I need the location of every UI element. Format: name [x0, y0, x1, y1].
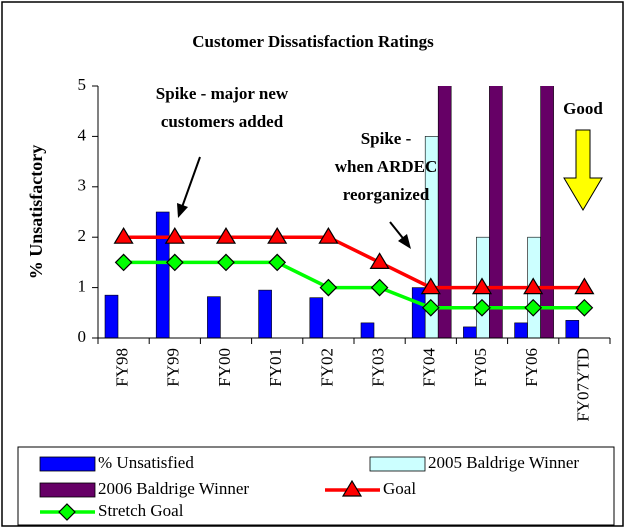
bar: [411, 287, 426, 339]
x-tick-label: FY06: [522, 348, 541, 387]
diamond-marker: [268, 253, 287, 272]
diamond-marker: [575, 298, 594, 317]
diamond-marker: [114, 253, 133, 272]
bar: [514, 322, 528, 339]
bar: [309, 297, 324, 339]
x-tick-label: FY03: [369, 348, 388, 387]
x-tick-label: FY99: [164, 348, 183, 387]
legend-label: 2006 Baldrige Winner: [98, 479, 249, 498]
annotation-arrow: [180, 156, 201, 211]
triangle-marker: [574, 277, 595, 295]
triangle-marker: [164, 227, 185, 244]
x-tick-label: FY98: [113, 348, 132, 387]
triangle-marker: [471, 277, 493, 295]
y-tick-label: 1: [78, 277, 87, 296]
legend-box: [17, 446, 615, 526]
x-tick-label: FY02: [317, 348, 336, 387]
diamond-marker: [421, 298, 440, 317]
diamond-marker: [217, 253, 235, 272]
legend-swatch: [369, 456, 426, 472]
diamond-marker: [165, 253, 184, 272]
triangle-marker: [341, 479, 363, 497]
x-tick-label: FY05: [471, 348, 490, 387]
bar: [258, 289, 272, 339]
x-tick-label: FY04: [420, 348, 439, 387]
line-series: [123, 235, 585, 290]
y-tick-label: 0: [78, 327, 87, 346]
y-tick-label: 2: [78, 226, 87, 245]
annotation: reorganized: [343, 185, 430, 204]
triangle-marker: [267, 227, 288, 244]
annotation-arrowhead: [398, 234, 411, 249]
y-axis-label: % Unsatisfactory: [26, 145, 46, 279]
legend-label: 2005 Baldrige Winner: [428, 453, 579, 472]
triangle-marker: [369, 252, 390, 269]
triangle-marker: [420, 277, 441, 295]
bar: [155, 211, 170, 339]
bar: [360, 322, 375, 339]
x-tick-label: FY07YTD: [573, 348, 592, 422]
annotation-arrowhead: [177, 203, 188, 218]
diamond-marker: [370, 278, 389, 297]
y-tick-label: 4: [78, 125, 87, 144]
diamond-marker: [524, 298, 543, 317]
legend-label: Goal: [383, 479, 416, 498]
annotation: when ARDEC: [335, 157, 438, 176]
y-tick-label: 5: [78, 75, 87, 94]
bar: [463, 326, 477, 339]
triangle-marker: [318, 227, 339, 244]
bar: [565, 320, 580, 339]
triangle-marker: [215, 227, 237, 244]
legend-swatch: [39, 482, 96, 498]
annotation: Spike - major new: [156, 84, 289, 103]
y-tick-label: 3: [78, 176, 87, 195]
line-series: [123, 260, 585, 310]
annotation: Spike -: [361, 129, 412, 148]
x-tick-label: FY01: [266, 348, 285, 387]
legend-swatch: [39, 456, 96, 472]
good-arrow: [563, 129, 603, 211]
triangle-marker: [113, 227, 134, 244]
legend-label: % Unsatisfied: [98, 453, 194, 472]
annotation: Good: [563, 99, 603, 118]
triangle-marker: [523, 277, 544, 295]
bar: [207, 296, 221, 339]
bar: [104, 294, 119, 339]
chart-title: Customer Dissatisfaction Ratings: [192, 32, 434, 51]
diamond-marker: [473, 298, 491, 317]
diamond-marker: [319, 278, 338, 297]
annotation: customers added: [161, 112, 284, 131]
legend-label: Stretch Goal: [98, 501, 184, 520]
diamond-marker: [58, 503, 76, 521]
x-tick-label: FY00: [215, 348, 234, 387]
